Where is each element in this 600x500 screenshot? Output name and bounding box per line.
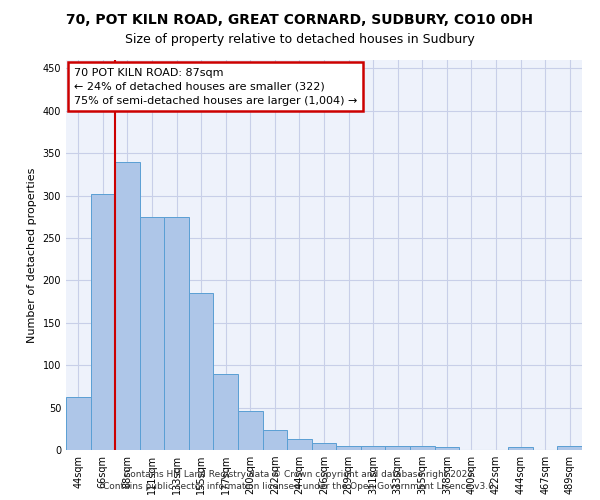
Bar xyxy=(263,430,287,450)
Bar xyxy=(336,446,361,450)
Bar xyxy=(361,446,385,450)
Bar xyxy=(189,293,214,450)
Bar xyxy=(557,446,582,450)
Bar xyxy=(91,194,115,450)
Text: Size of property relative to detached houses in Sudbury: Size of property relative to detached ho… xyxy=(125,32,475,46)
Bar xyxy=(238,411,263,450)
Y-axis label: Number of detached properties: Number of detached properties xyxy=(27,168,37,342)
Bar xyxy=(287,439,312,450)
Text: Contains public sector information licensed under the Open Government Licence v3: Contains public sector information licen… xyxy=(103,482,497,491)
Bar xyxy=(410,446,434,450)
Bar xyxy=(164,217,189,450)
Text: Contains HM Land Registry data © Crown copyright and database right 2024.: Contains HM Land Registry data © Crown c… xyxy=(124,470,476,479)
Text: 70 POT KILN ROAD: 87sqm
← 24% of detached houses are smaller (322)
75% of semi-d: 70 POT KILN ROAD: 87sqm ← 24% of detache… xyxy=(74,68,357,106)
Bar xyxy=(312,443,336,450)
Bar xyxy=(115,162,140,450)
Bar xyxy=(385,446,410,450)
Bar xyxy=(66,398,91,450)
Bar xyxy=(508,446,533,450)
Text: 70, POT KILN ROAD, GREAT CORNARD, SUDBURY, CO10 0DH: 70, POT KILN ROAD, GREAT CORNARD, SUDBUR… xyxy=(67,12,533,26)
Bar xyxy=(214,374,238,450)
Bar xyxy=(434,446,459,450)
Bar xyxy=(140,217,164,450)
